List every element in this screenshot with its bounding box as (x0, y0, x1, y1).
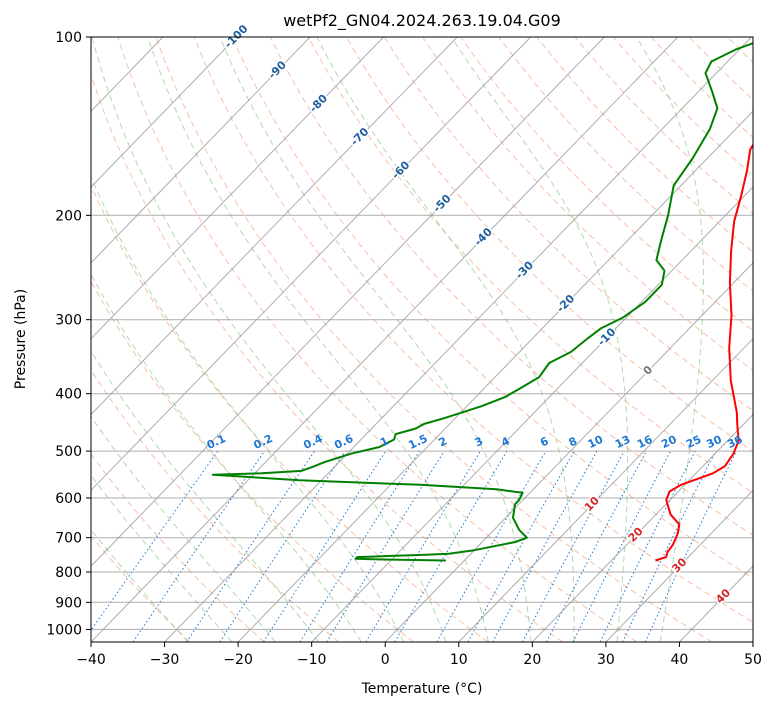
mixing-ratio-line (186, 450, 315, 642)
mixing-ratio-label: 10 (586, 433, 606, 451)
dry-adiabat (269, 37, 753, 536)
mixing-ratio-label: 16 (635, 433, 655, 451)
moist-adiabat (450, 37, 629, 642)
isotherm (605, 489, 753, 642)
y-tick-label: 400 (55, 387, 82, 403)
dry-adiabat (650, 37, 753, 139)
dry-adiabat (612, 37, 753, 177)
x-tick-label: −10 (297, 652, 327, 668)
dry-adiabat (91, 73, 563, 642)
moist-adiabat (91, 528, 189, 642)
x-tick-label: −30 (150, 652, 180, 668)
y-tick-label: 900 (55, 595, 82, 611)
x-tick-label: −40 (76, 652, 106, 668)
y-tick-label: 600 (55, 491, 82, 507)
y-tick-label: 500 (55, 444, 82, 460)
x-tick-label: 20 (523, 652, 541, 668)
dry-adiabat (91, 280, 414, 642)
mixing-ratio-line (326, 450, 445, 642)
isotherm (311, 186, 753, 642)
y-tick-label: 300 (55, 313, 82, 329)
mixing-ratio-label: 20 (659, 433, 679, 451)
mixing-ratio-label: 13 (613, 433, 632, 451)
isotherm (752, 641, 753, 642)
dry-adiabat (231, 37, 753, 579)
x-axis-label: Temperature (°C) (361, 681, 483, 697)
moist-adiabat (147, 37, 489, 642)
isotherm (384, 262, 753, 642)
isotherm (164, 37, 752, 642)
mixing-ratio-line (467, 450, 575, 642)
isotherm (531, 413, 753, 642)
mixing-ratio-line (263, 450, 387, 642)
x-tick-label: 40 (671, 652, 689, 668)
mixing-ratio-label: 25 (684, 433, 703, 451)
x-tick-label: −20 (223, 652, 253, 668)
mixing-ratio-label: 36 (725, 433, 745, 451)
dry-adiabat (764, 35, 775, 642)
mixing-ratio-line (599, 450, 696, 642)
isotherm (91, 37, 458, 416)
y-tick-label: 800 (55, 565, 82, 581)
dry-adiabat (383, 37, 753, 412)
dry-adiabat (307, 37, 753, 494)
chart-title: wetPf2_GN04.2024.263.19.04.G09 (283, 11, 561, 31)
x-tick-label: 50 (744, 652, 762, 668)
isotherm (91, 37, 237, 188)
axes: −40 −30 −20 −10 0 10 20 30 40 50 100 200 300 400 500 60… (46, 30, 762, 668)
plot-frame (90, 36, 754, 643)
isotherms (91, 37, 753, 642)
isotherm (237, 110, 753, 642)
x-tick-label: 0 (381, 652, 390, 668)
dewpoint-profile (211, 42, 753, 562)
dry-adiabat (193, 37, 753, 623)
y-tick-label: 700 (55, 531, 82, 547)
dry-adiabat (155, 37, 713, 642)
isotherm (91, 37, 532, 492)
x-tick-label: 10 (450, 652, 468, 668)
isotherm (91, 37, 605, 567)
moist-adiabat (219, 37, 532, 642)
mixing-ratio-line (572, 450, 671, 642)
mixing-ratio-line (132, 450, 266, 642)
moist-adiabat (636, 37, 704, 642)
y-axis-label: Pressure (hPa) (13, 289, 29, 389)
pressure-grid (91, 37, 753, 630)
dry-adiabat (117, 37, 638, 642)
mixing-ratio-line (91, 450, 219, 632)
plot-background (91, 37, 753, 642)
mixing-ratio-label: 30 (704, 433, 724, 451)
isotherm (458, 337, 753, 642)
profiles (211, 42, 753, 562)
dry-adiabat (91, 184, 489, 642)
y-tick-label: 1000 (46, 622, 82, 638)
temperature-profile (655, 142, 753, 562)
dry-adiabat (536, 37, 753, 253)
moist-adiabat (91, 474, 233, 642)
mixing-ratio-line (219, 450, 346, 642)
moist-adiabat (91, 37, 447, 642)
isotherm (91, 37, 679, 642)
moist-adiabat (91, 175, 405, 642)
dry-adiabats (91, 35, 775, 642)
isotherm (91, 37, 311, 264)
mixing-ratio-line (522, 450, 625, 642)
y-tick-label: 100 (55, 30, 82, 46)
y-tick-label: 200 (55, 208, 82, 224)
dry-adiabat (91, 453, 265, 642)
isotherm (91, 37, 384, 340)
x-tick-label: 30 (597, 652, 615, 668)
dry-adiabat (422, 37, 753, 371)
